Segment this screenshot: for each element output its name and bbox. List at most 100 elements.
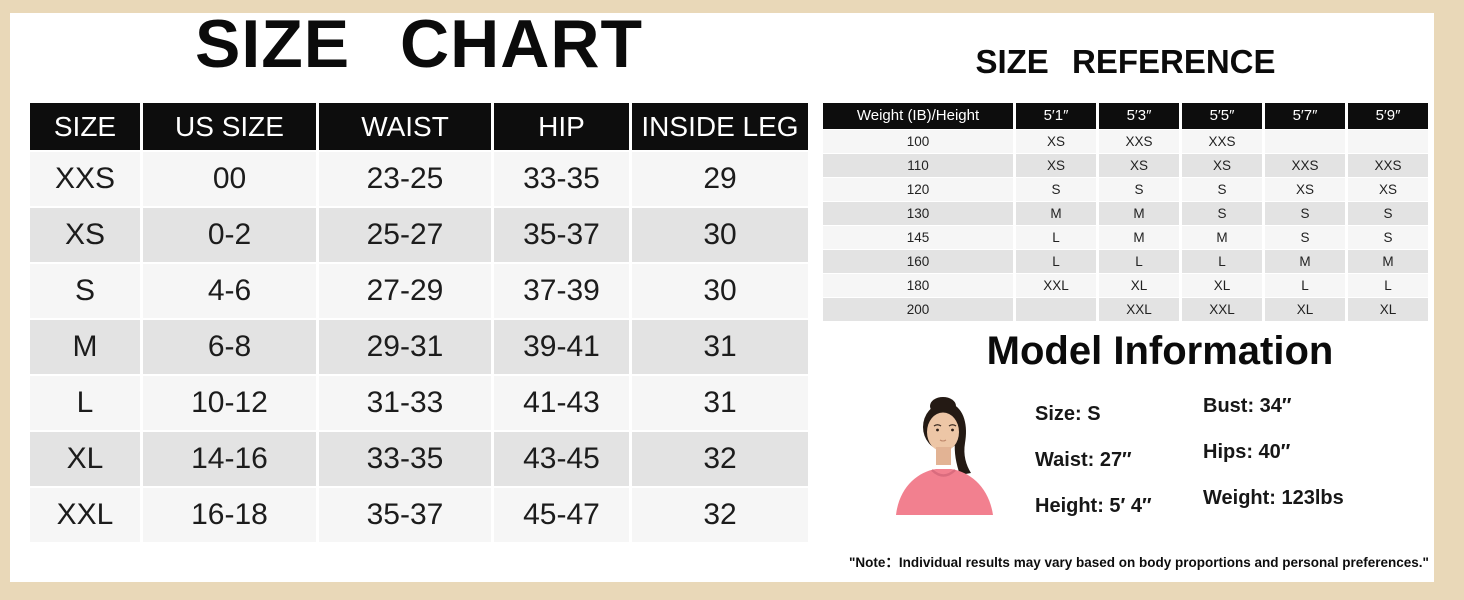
table-cell: 31 — [632, 320, 808, 374]
model-stat: Hips: 40″ — [1203, 441, 1291, 463]
table-cell: 27-29 — [319, 264, 491, 318]
table-cell: 31-33 — [319, 376, 491, 430]
table-cell: M — [1182, 226, 1262, 249]
column-header: 5′3″ — [1099, 103, 1179, 129]
table-cell: XXS — [1182, 130, 1262, 153]
table-cell: XS — [1016, 154, 1096, 177]
table-cell — [1348, 130, 1428, 153]
table-cell: M — [1099, 226, 1179, 249]
table-cell: L — [1182, 250, 1262, 273]
table-cell: XL — [30, 432, 140, 486]
table-cell: S — [30, 264, 140, 318]
table-cell: XXS — [1348, 154, 1428, 177]
table-cell: XXS — [30, 152, 140, 206]
table-cell: S — [1182, 202, 1262, 225]
column-header: US SIZE — [143, 103, 316, 150]
column-header: 5′7″ — [1265, 103, 1345, 129]
table-cell: XXL — [1099, 298, 1179, 321]
table-cell: 145 — [823, 226, 1013, 249]
table-cell: XXL — [30, 488, 140, 542]
table-cell: XXL — [1182, 298, 1262, 321]
table-cell: 45-47 — [494, 488, 629, 542]
table-cell: XXL — [1016, 274, 1096, 297]
table-cell: XS — [1016, 130, 1096, 153]
table-cell: L — [1265, 274, 1345, 297]
table-cell: XS — [1348, 178, 1428, 201]
table-cell: 0-2 — [143, 208, 316, 262]
model-stat: Weight: 123lbs — [1203, 487, 1344, 509]
table-cell: S — [1016, 178, 1096, 201]
column-header: HIP — [494, 103, 629, 150]
size-reference-table: Weight (IB)/Height 5′1″ 5′3″ 5′5″ 5′7″ 5′9″ 10… — [823, 103, 1428, 321]
table-cell: 32 — [632, 432, 808, 486]
table-cell: XL — [1265, 298, 1345, 321]
table-cell: 30 — [632, 208, 808, 262]
table-cell: 33-35 — [319, 432, 491, 486]
model-stat: Size: S — [1035, 403, 1101, 425]
table-cell: 39-41 — [494, 320, 629, 374]
table-cell: XL — [1182, 274, 1262, 297]
table-cell: M — [1099, 202, 1179, 225]
table-cell: M — [1348, 250, 1428, 273]
table-cell: M — [1016, 202, 1096, 225]
table-cell: 14-16 — [143, 432, 316, 486]
table-cell: 6-8 — [143, 320, 316, 374]
table-cell: 16-18 — [143, 488, 316, 542]
table-cell: 10-12 — [143, 376, 316, 430]
table-cell: S — [1265, 226, 1345, 249]
table-cell: 29 — [632, 152, 808, 206]
table-cell: S — [1265, 202, 1345, 225]
table-cell: 4-6 — [143, 264, 316, 318]
column-header: INSIDE LEG — [632, 103, 808, 150]
table-cell: XS — [1265, 178, 1345, 201]
table-cell: L — [1348, 274, 1428, 297]
table-cell: 00 — [143, 152, 316, 206]
table-cell: XL — [1099, 274, 1179, 297]
table-cell: XS — [1099, 154, 1179, 177]
table-cell: L — [30, 376, 140, 430]
table-cell — [1265, 130, 1345, 153]
content-panel: SIZE CHART SIZE US SIZE WAIST HIP INSIDE LEG… — [10, 6, 1434, 582]
table-cell: 41-43 — [494, 376, 629, 430]
table-cell: M — [30, 320, 140, 374]
table-cell: L — [1016, 250, 1096, 273]
table-cell: 25-27 — [319, 208, 491, 262]
table-cell: 200 — [823, 298, 1013, 321]
table-cell: XXS — [1099, 130, 1179, 153]
table-cell: S — [1348, 202, 1428, 225]
table-cell: 120 — [823, 178, 1013, 201]
table-cell: S — [1099, 178, 1179, 201]
table-cell: 30 — [632, 264, 808, 318]
model-photo — [890, 395, 1000, 515]
table-cell: L — [1016, 226, 1096, 249]
note-text: "Note：Individual results may vary based … — [849, 555, 1429, 570]
table-cell — [1016, 298, 1096, 321]
table-cell: XS — [30, 208, 140, 262]
table-cell: XS — [1182, 154, 1262, 177]
model-information-title: Model Information — [986, 329, 1334, 373]
column-header: 5′1″ — [1016, 103, 1096, 129]
column-header: 5′5″ — [1182, 103, 1262, 129]
table-cell: 43-45 — [494, 432, 629, 486]
table-cell: 160 — [823, 250, 1013, 273]
model-stat: Bust: 34″ — [1203, 395, 1292, 417]
size-chart-title: SIZE CHART — [195, 6, 643, 82]
table-cell: 37-39 — [494, 264, 629, 318]
table-cell: S — [1348, 226, 1428, 249]
table-cell: L — [1099, 250, 1179, 273]
table-cell: 100 — [823, 130, 1013, 153]
table-cell: 180 — [823, 274, 1013, 297]
model-stat: Waist: 27″ — [1035, 449, 1132, 471]
column-header: Weight (IB)/Height — [823, 103, 1013, 129]
table-cell: 32 — [632, 488, 808, 542]
table-cell: 130 — [823, 202, 1013, 225]
table-cell: 110 — [823, 154, 1013, 177]
table-cell: XXS — [1265, 154, 1345, 177]
table-cell: 23-25 — [319, 152, 491, 206]
column-header: 5′9″ — [1348, 103, 1428, 129]
table-cell: 31 — [632, 376, 808, 430]
size-reference-title: SIZE REFERENCE — [975, 43, 1276, 80]
column-header: SIZE — [30, 103, 140, 150]
column-header: WAIST — [319, 103, 491, 150]
